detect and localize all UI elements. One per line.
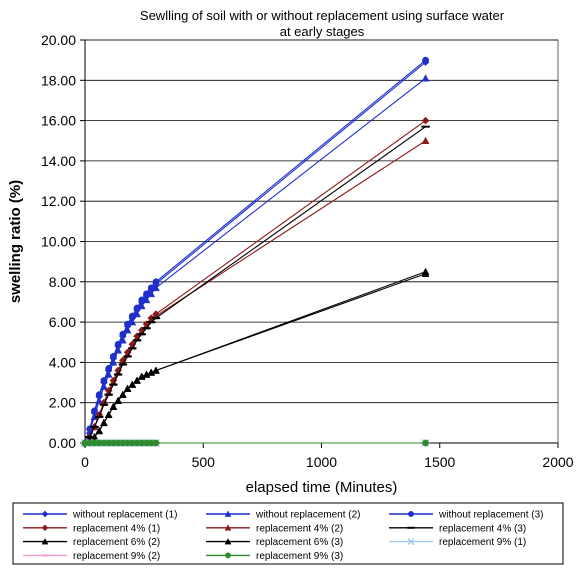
data-point <box>109 352 117 360</box>
x-tick-label: 0 <box>81 454 89 470</box>
data-point <box>91 407 98 415</box>
data-point <box>95 391 103 399</box>
legend-item: without replacement (1) <box>23 510 178 521</box>
data-point <box>147 284 155 292</box>
legend-item: without replacement (2) <box>206 510 361 521</box>
legend-swatch-marker <box>407 538 415 546</box>
data-point <box>119 330 127 338</box>
y-axis-label: swelling ratio (%) <box>7 180 24 303</box>
legend-label: replacement 4% (3) <box>439 523 526 534</box>
data-point <box>118 336 127 344</box>
legend-swatch-marker <box>408 511 414 517</box>
series-11 <box>81 439 429 447</box>
y-tick-label: 14.00 <box>41 153 76 169</box>
data-point <box>114 396 123 404</box>
data-point <box>421 116 430 125</box>
legend-item: replacement 9% (3) <box>206 551 343 562</box>
y-tick-label: 20.00 <box>41 32 76 48</box>
x-tick-label: 2000 <box>542 454 573 470</box>
legend-item: replacement 9% (2) <box>23 551 160 562</box>
legend-swatch-marker <box>224 524 232 531</box>
data-point <box>118 390 127 398</box>
x-tick-label: 1500 <box>424 454 455 470</box>
legend-label: replacement 6% (3) <box>256 537 343 548</box>
data-point <box>123 384 132 392</box>
data-point <box>421 74 430 82</box>
data-point <box>152 278 160 286</box>
data-point <box>133 304 141 312</box>
data-point <box>152 439 160 447</box>
y-tick-label: 12.00 <box>41 193 76 209</box>
series-8 <box>81 269 430 447</box>
legend-label: without replacement (3) <box>438 510 544 521</box>
data-point <box>421 136 430 144</box>
legend-label: replacement 9% (2) <box>73 551 160 562</box>
legend-item: replacement 4% (3) <box>389 523 526 534</box>
x-tick-label: 1000 <box>306 454 337 470</box>
data-point <box>100 377 108 384</box>
data-point <box>133 376 141 384</box>
y-tick-label: 6.00 <box>49 314 76 330</box>
legend-swatch-marker <box>41 538 49 545</box>
legend-swatch-marker <box>225 552 231 559</box>
data-point <box>100 418 108 427</box>
data-point <box>95 426 104 435</box>
legend-swatch-marker <box>41 510 49 518</box>
legend-label: replacement 4% (2) <box>256 523 343 534</box>
y-tick-label: 0.00 <box>49 435 76 451</box>
data-point <box>422 439 429 447</box>
data-point <box>128 312 136 320</box>
data-point <box>123 326 132 334</box>
y-tick-label: 8.00 <box>49 274 76 290</box>
legend-label: without replacement (1) <box>72 510 178 521</box>
legend-label: replacement 6% (2) <box>73 537 160 548</box>
y-tick-label: 16.00 <box>41 113 76 129</box>
y-tick-label: 10.00 <box>41 234 76 250</box>
legend-box <box>12 502 564 565</box>
legend-label: replacement 9% (3) <box>256 551 343 562</box>
legend: without replacement (1) without replaceme… <box>12 502 564 565</box>
legend-item: replacement 4% (2) <box>206 523 343 534</box>
legend-swatch-marker <box>41 524 49 532</box>
legend-label: without replacement (2) <box>255 510 361 521</box>
data-point <box>138 296 146 304</box>
legend-item: replacement 6% (2) <box>23 537 160 548</box>
data-point <box>104 410 113 419</box>
data-point <box>124 320 131 328</box>
legend-item: replacement 6% (3) <box>206 537 343 548</box>
data-point <box>109 402 118 410</box>
y-tick-label: 4.00 <box>49 354 76 370</box>
data-point <box>128 380 137 388</box>
y-tick-label: 2.00 <box>49 395 76 411</box>
legend-swatch-marker <box>224 538 232 545</box>
x-tick-label: 500 <box>192 454 216 470</box>
data-point <box>143 290 150 298</box>
legend-swatch-marker <box>224 510 232 517</box>
legend-label: replacement 9% (1) <box>439 537 526 548</box>
data-point <box>152 366 160 374</box>
legend-item: replacement 9% (1) <box>389 537 526 548</box>
x-axis-label: elapsed time (Minutes) <box>246 479 398 496</box>
data-point <box>114 340 122 348</box>
y-tick-label: 18.00 <box>41 72 76 88</box>
data-point <box>105 365 113 372</box>
data-point <box>422 56 429 64</box>
legend-item: replacement 4% (1) <box>23 523 160 534</box>
chart-title: Sewlling of soil with or without replace… <box>140 8 505 39</box>
legend-label: replacement 4% (1) <box>73 523 160 534</box>
data-point <box>421 269 430 277</box>
legend-item: without replacement (3) <box>389 510 544 521</box>
